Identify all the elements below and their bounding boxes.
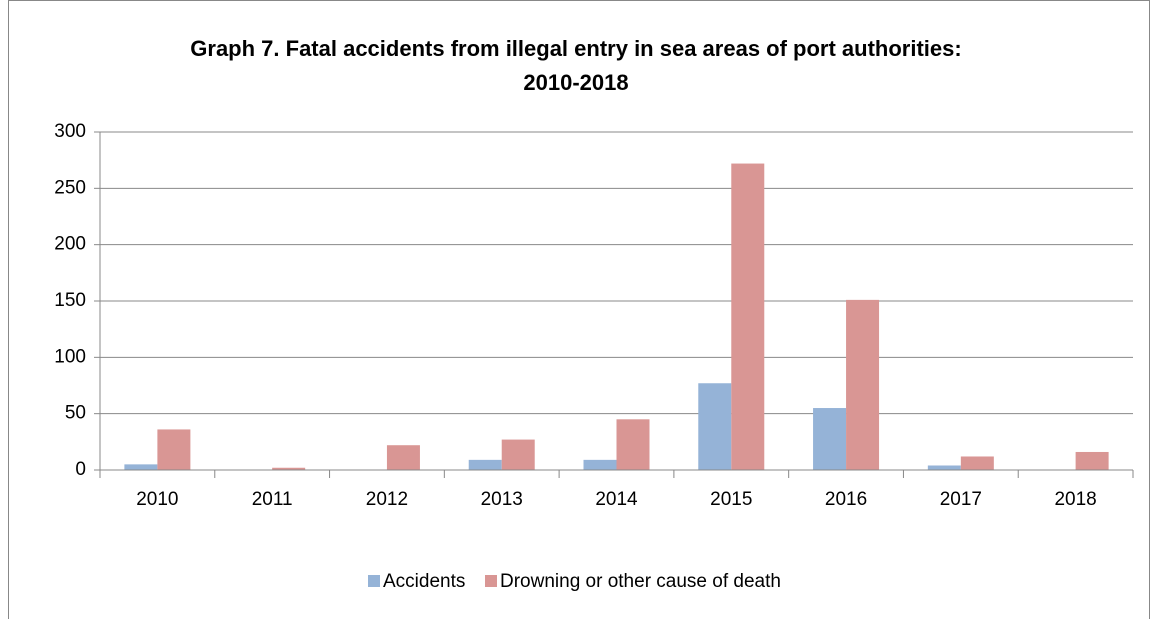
y-tick-label: 200 xyxy=(54,234,86,255)
x-tick-label: 2016 xyxy=(825,489,867,510)
y-tick-label: 50 xyxy=(65,403,86,424)
x-tick-label: 2013 xyxy=(481,489,523,510)
bar xyxy=(468,459,502,470)
x-tick-label: 2012 xyxy=(366,489,408,510)
y-tick-label: 300 xyxy=(54,121,86,142)
bar xyxy=(927,465,961,470)
chart-title: Graph 7. Fatal accidents from illegal en… xyxy=(190,36,961,61)
bar xyxy=(960,456,994,470)
x-tick-label: 2017 xyxy=(940,489,982,510)
x-tick-label: 2014 xyxy=(595,489,638,510)
x-tick-label: 2018 xyxy=(1054,489,1096,510)
legend-label: Drowning or other cause of death xyxy=(500,571,781,592)
x-tick-label: 2011 xyxy=(252,489,293,510)
y-tick-label: 250 xyxy=(54,177,86,198)
bar xyxy=(501,439,535,470)
bar xyxy=(124,464,158,470)
y-tick-label: 0 xyxy=(75,459,86,480)
bar xyxy=(731,163,765,470)
bar xyxy=(616,419,650,470)
bar xyxy=(272,467,306,470)
x-tick-label: 2015 xyxy=(710,489,752,510)
bar xyxy=(846,299,880,470)
chart-title: 2010-2018 xyxy=(523,70,628,95)
bar xyxy=(813,408,847,470)
bar xyxy=(157,429,191,470)
legend-label: Accidents xyxy=(383,571,465,592)
bar xyxy=(698,383,732,470)
legend-swatch xyxy=(368,575,380,587)
chart-border xyxy=(8,0,1150,619)
x-tick-label: 2010 xyxy=(136,489,178,510)
bar xyxy=(583,459,617,470)
bar xyxy=(1075,451,1109,470)
y-tick-label: 150 xyxy=(54,290,86,311)
legend-swatch xyxy=(485,575,497,587)
y-tick-label: 100 xyxy=(54,346,86,367)
bar xyxy=(386,445,420,470)
